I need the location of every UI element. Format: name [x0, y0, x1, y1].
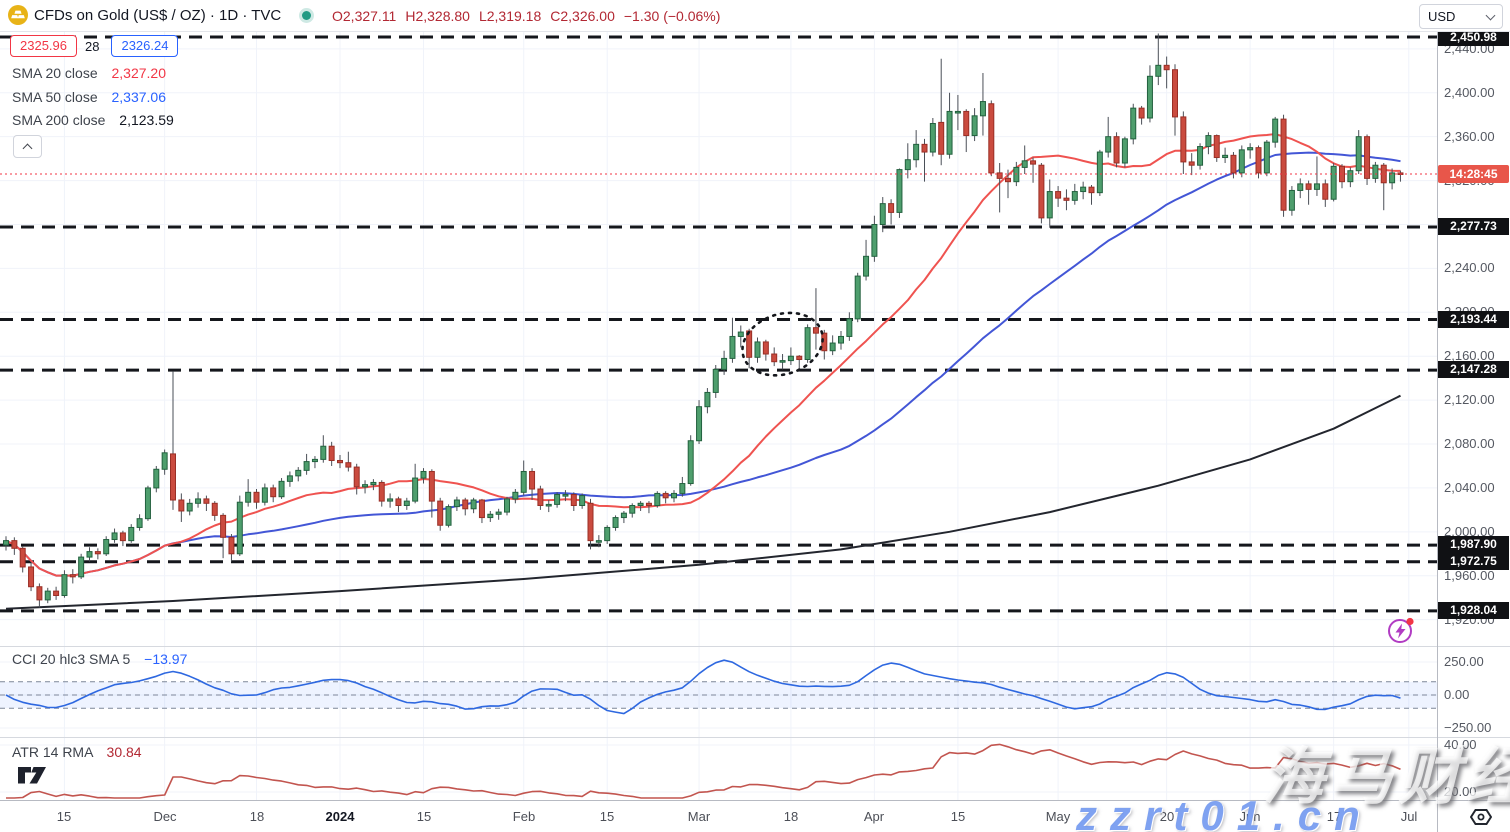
time-axis-label: 15 — [599, 809, 615, 824]
level-price-badge: 2,193.44 — [1438, 311, 1509, 328]
price-axis-label: 2,360.00 — [1444, 129, 1495, 144]
price-axis-label: 2,400.00 — [1444, 85, 1495, 100]
instrument-logo-icon — [8, 5, 28, 25]
toolbar: CFDs on Gold (US$ / OZ) · 1D · TVC O2,32… — [0, 0, 1510, 32]
lightning-icon[interactable] — [1386, 615, 1416, 650]
scale-settings-icon[interactable] — [1469, 806, 1493, 832]
sma200-label: SMA 200 close — [12, 112, 106, 128]
price-axis-label: 1,960.00 — [1444, 568, 1495, 583]
legend-cci[interactable]: CCI 20 hlc3 SMA 5 −13.97 — [12, 651, 187, 667]
high-value: H2,328.80 — [405, 8, 470, 24]
time-axis-label: 20 — [1159, 809, 1175, 824]
legend-sma20[interactable]: SMA 20 close 2,327.20 — [12, 65, 166, 81]
bid-price-box[interactable]: 2325.96 — [10, 35, 77, 57]
sma50-value: 2,337.06 — [111, 89, 167, 105]
sma20-value: 2,327.20 — [111, 65, 167, 81]
time-axis-label: Apr — [863, 809, 885, 824]
watermark-cjk: 海马财经 — [1262, 743, 1510, 812]
chevron-up-icon — [22, 143, 33, 153]
close-value: C2,326.00 — [550, 8, 615, 24]
time-axis-label: 18 — [249, 809, 265, 824]
time-axis-label: Jul — [1400, 809, 1418, 824]
time-axis-label: 15 — [950, 809, 966, 824]
time-axis-border — [0, 800, 1510, 801]
time-axis-label: 15 — [56, 809, 72, 824]
atr-value: 30.84 — [106, 744, 142, 760]
pane-separator-cci-atr[interactable] — [0, 737, 1510, 738]
sma50-label: SMA 50 close — [12, 89, 98, 105]
time-axis-label: Dec — [153, 809, 177, 824]
legend-sma50[interactable]: SMA 50 close 2,337.06 — [12, 89, 166, 105]
atr-axis-label: 40.00 — [1444, 737, 1477, 752]
ohlc-values: O2,327.11 H2,328.80 L2,319.18 C2,326.00 −1.3… — [332, 8, 729, 24]
currency-label: USD — [1428, 9, 1456, 24]
tradingview-logo[interactable] — [17, 764, 55, 795]
time-axis-label: 18 — [783, 809, 799, 824]
price-axis-border — [1437, 31, 1438, 832]
time-axis-label: 15 — [416, 809, 432, 824]
cci-axis-label: 0.00 — [1444, 687, 1470, 702]
price-boxes: 2325.96 28 2326.24 — [10, 35, 179, 57]
atr-axis-label: 20.00 — [1444, 784, 1477, 799]
level-price-badge: 2,147.28 — [1438, 361, 1509, 378]
symbol-title[interactable]: CFDs on Gold (US$ / OZ) · 1D · TVC — [34, 7, 282, 24]
open-value: O2,327.11 — [332, 8, 397, 24]
watermark-url: zzrt01.cn — [1076, 792, 1373, 832]
cci-value: −13.97 — [144, 651, 188, 667]
level-price-badge: 1,972.75 — [1438, 553, 1509, 570]
time-axis-label: 2024 — [325, 809, 355, 824]
price-axis-label: 2,120.00 — [1444, 392, 1495, 407]
low-value: L2,319.18 — [478, 8, 542, 24]
legend-atr[interactable]: ATR 14 RMA 30.84 — [12, 744, 142, 760]
currency-selector[interactable]: USD — [1419, 4, 1503, 29]
bar-count-label: 28 — [85, 38, 100, 54]
pane-separator-main-cci[interactable] — [0, 646, 1510, 647]
market-status-icon[interactable] — [302, 11, 311, 20]
time-axis-label: Feb — [512, 809, 536, 824]
price-axis-label: 2,040.00 — [1444, 480, 1495, 495]
cci-axis-label: 250.00 — [1444, 654, 1484, 669]
change-value: −1.30 (−0.06%) — [623, 8, 721, 24]
level-price-badge: 1,928.04 — [1438, 602, 1509, 619]
level-price-badge: 2,450.98 — [1438, 29, 1509, 46]
time-axis-label: May — [1045, 809, 1071, 824]
ask-price-box[interactable]: 2326.24 — [111, 35, 179, 57]
chevron-down-icon — [1485, 10, 1496, 20]
price-axis-label: 2,080.00 — [1444, 436, 1495, 451]
price-axis-label: 2,000.00 — [1444, 524, 1495, 539]
sma20-label: SMA 20 close — [12, 65, 98, 81]
price-axis-label: 2,160.00 — [1444, 348, 1495, 363]
sma200-value: 2,123.59 — [119, 112, 174, 128]
time-axis-label: 17 — [1326, 809, 1342, 824]
atr-label: ATR 14 RMA — [12, 744, 93, 760]
bar-countdown-badge[interactable]: 14:28:45 — [1438, 165, 1509, 183]
time-axis-label: Mar — [687, 809, 711, 824]
level-price-badge: 1,987.90 — [1438, 536, 1509, 553]
collapse-legend-button[interactable] — [13, 135, 42, 158]
legend-sma200[interactable]: SMA 200 close 2,123.59 — [12, 112, 174, 128]
price-axis-label: 2,240.00 — [1444, 260, 1495, 275]
time-axis-label: Jun — [1239, 809, 1261, 824]
level-price-badge: 2,277.73 — [1438, 218, 1509, 235]
cci-label: CCI 20 hlc3 SMA 5 — [12, 651, 131, 667]
cci-axis-label: −250.00 — [1444, 720, 1492, 735]
